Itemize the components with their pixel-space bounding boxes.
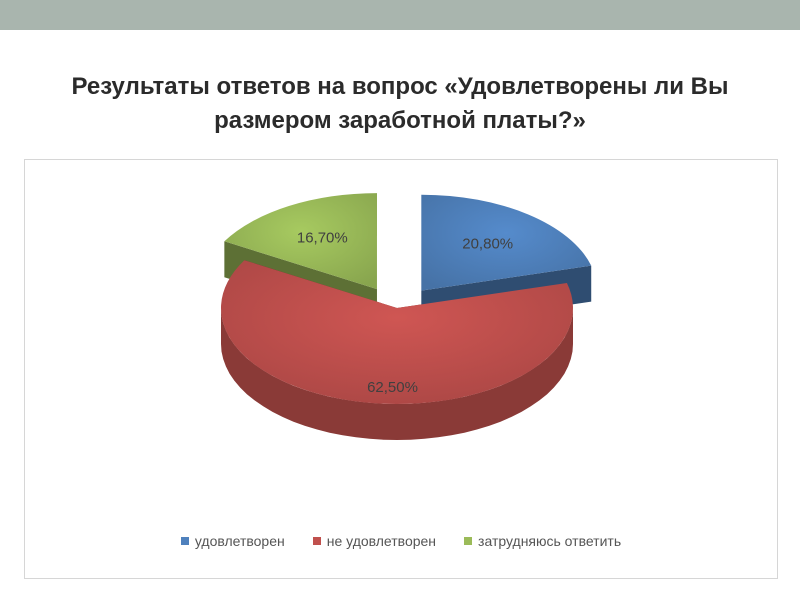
pie-value-label-1: 62,50% (367, 379, 418, 396)
pie-slice-1 (220, 260, 573, 405)
pie-value-label-0: 20,80% (462, 235, 513, 252)
slide-top-bar (0, 0, 800, 30)
legend-label-0: удовлетворен (194, 533, 285, 549)
chart-frame: 20,80% 62,50% 16,70% удовлетворен не удовле… (24, 159, 778, 579)
pie-slice-2 (224, 193, 377, 290)
legend-swatch-0 (180, 537, 189, 545)
legend-label-1: не удовлетворен (326, 533, 437, 549)
slide-title: Результаты ответов на вопрос «Удовлетвор… (20, 70, 780, 138)
legend-label-2: затрудняюсь ответить (478, 533, 622, 549)
legend-item-0: удовлетворен (180, 533, 285, 549)
pie-slice-side-1 (221, 308, 573, 440)
pie-slice-0 (421, 194, 592, 291)
pie-chart: 20,80% 62,50% 16,70% (220, 193, 592, 440)
legend-swatch-1 (312, 537, 321, 545)
legend-swatch-2 (464, 537, 473, 545)
chart-legend: удовлетворен не удовлетворен затрудняюсь о… (25, 533, 777, 549)
title-line-1: Результаты ответов на вопрос «Удовлетвор… (71, 73, 729, 100)
title-line-2: размером заработной платы?» (214, 107, 586, 134)
legend-item-1: не удовлетворен (312, 533, 437, 549)
legend-item-2: затрудняюсь ответить (464, 533, 621, 549)
pie-value-label-2: 16,70% (297, 230, 348, 247)
